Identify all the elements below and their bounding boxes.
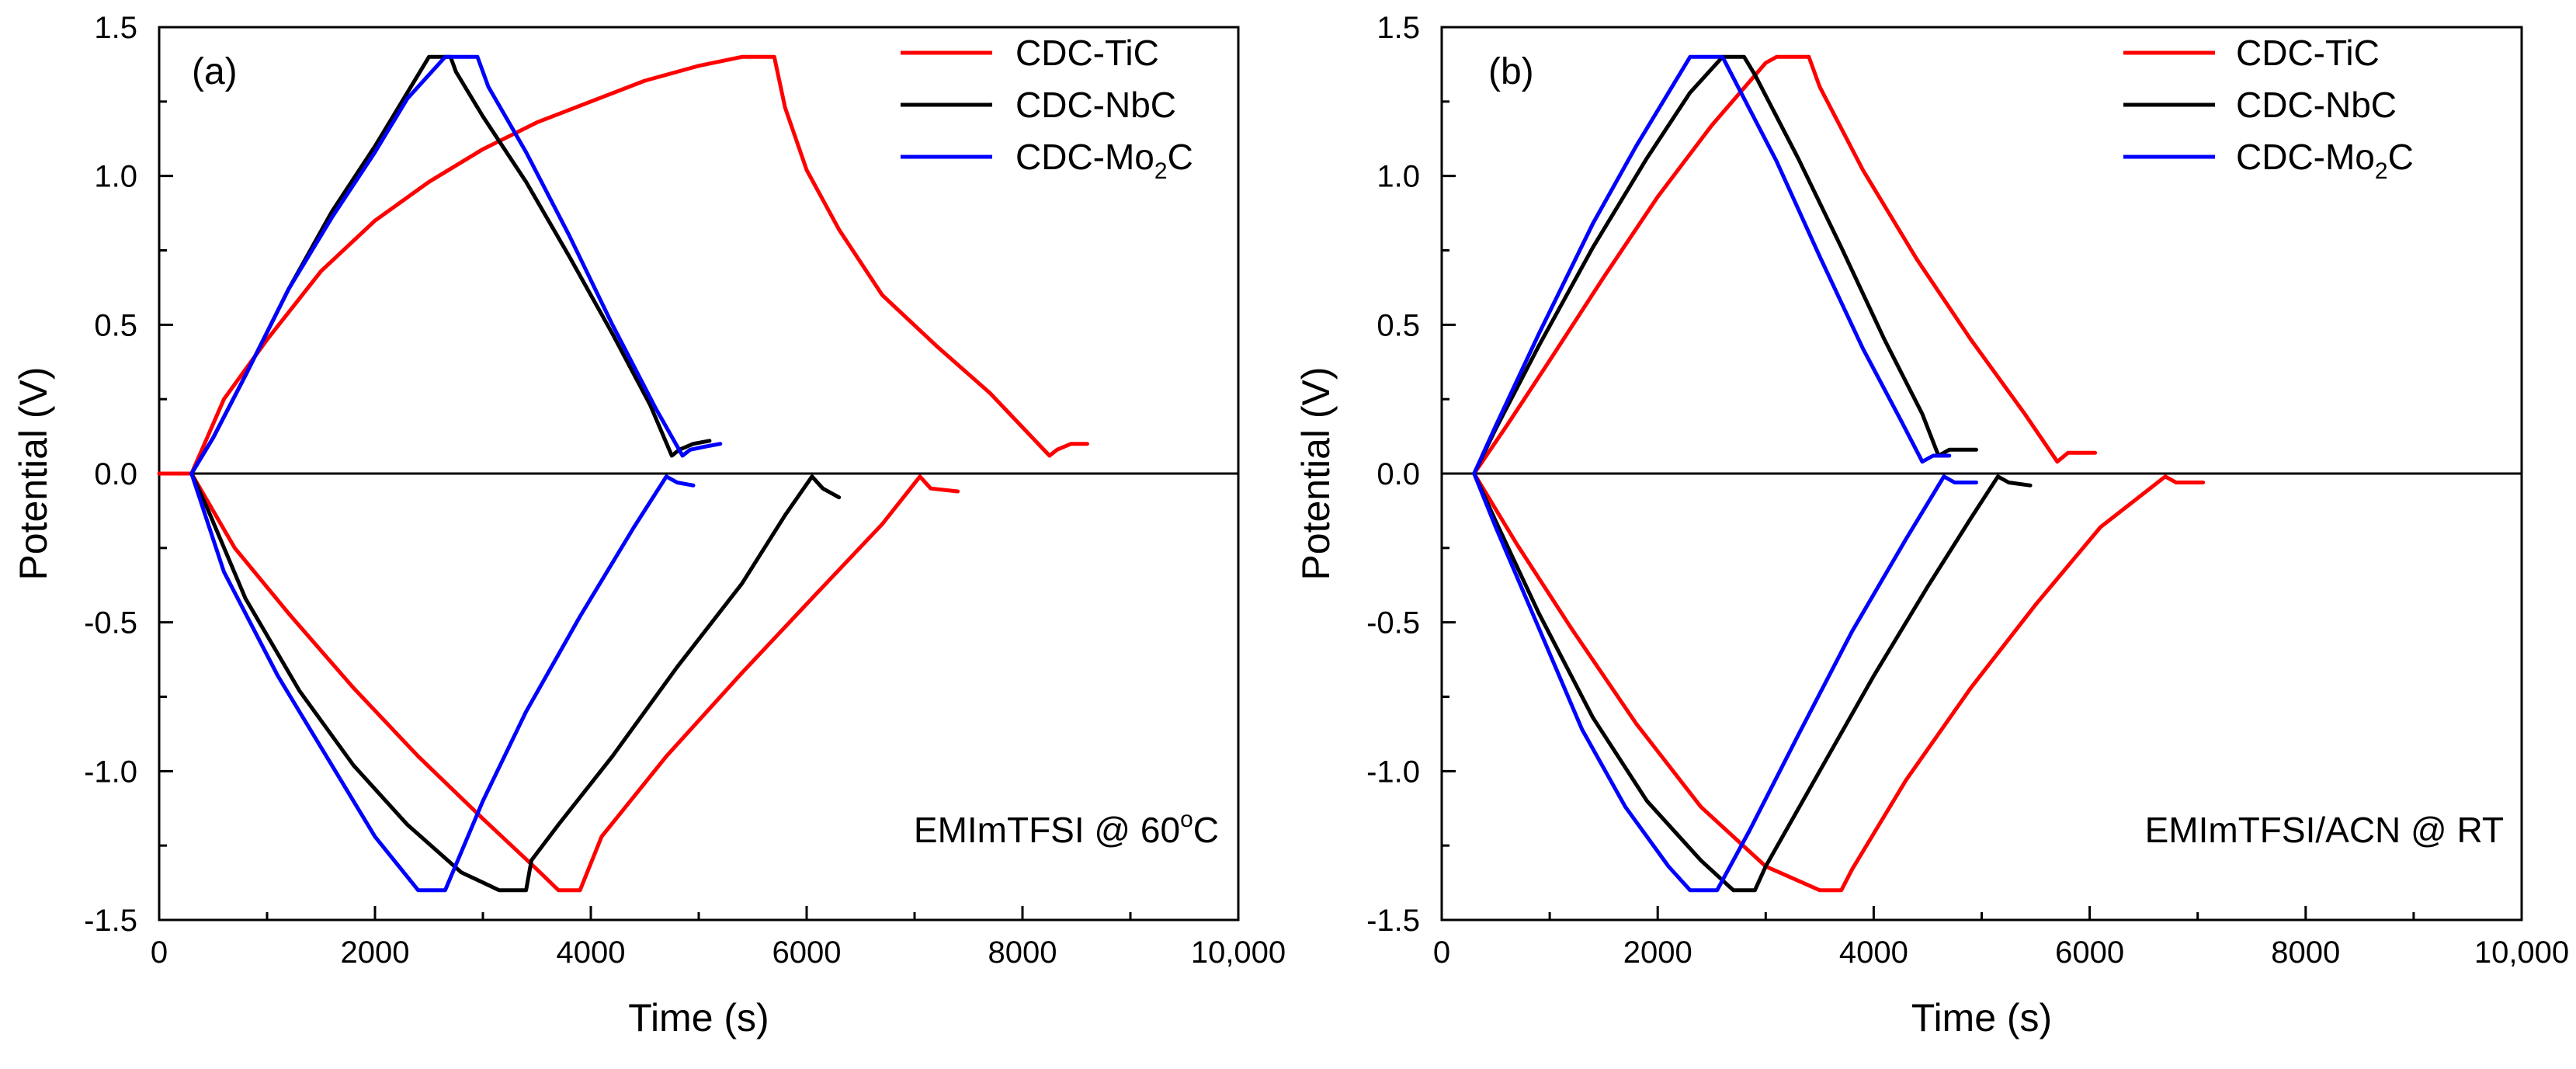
y-tick-label: -1.0 — [1366, 755, 1420, 789]
chart-panel-a: 0 2000 4000 6000 8000 10,000 -1.5 -1.0 -0.5 0.0 0.… — [12, 11, 1286, 1039]
y-tick-label: 0.0 — [1377, 457, 1420, 491]
y-tick-label: 1.5 — [1377, 11, 1420, 45]
legend-subscript: 2 — [1154, 158, 1168, 184]
legend-suffix: C — [1168, 137, 1193, 177]
x-tick-label: 8000 — [988, 935, 1057, 970]
panel-label: (a) — [192, 51, 238, 92]
condition-annotation: EMImTFSI @ 60oC — [914, 807, 1219, 850]
legend-label: CDC-NbC — [2236, 85, 2397, 125]
y-tick-label: -1.5 — [1366, 904, 1420, 938]
legend-label: CDC-NbC — [1015, 85, 1176, 125]
x-axis-title: Time (s) — [628, 996, 769, 1039]
series-line-cdc-tic-negative — [1472, 471, 2206, 893]
series-line-cdc-tic-negative — [189, 471, 960, 893]
y-tick-label: 0.5 — [94, 308, 137, 342]
y-tick-label: -1.5 — [84, 904, 137, 938]
series-line-cdc-nbc-negative — [189, 471, 842, 893]
x-tick-label: 8000 — [2271, 935, 2340, 970]
y-tick-label: 1.0 — [1377, 160, 1420, 194]
y-tick-label: 0.0 — [94, 457, 137, 491]
series-line-cdc-mo2c-negative — [1472, 471, 1978, 893]
y-tick-label: 1.0 — [94, 160, 137, 194]
legend-label: CDC-Mo2C — [1015, 137, 1193, 184]
series-line-cdc-tic-positive — [157, 54, 1089, 476]
legend-label: CDC-TiC — [2236, 33, 2380, 73]
series-line-cdc-nbc-negative — [1472, 471, 2033, 893]
x-tick-label: 10,000 — [2474, 935, 2569, 970]
x-tick-label: 2000 — [1623, 935, 1692, 970]
x-axis-title: Time (s) — [1911, 996, 2052, 1039]
x-tick-label: 6000 — [772, 935, 842, 970]
degree-superscript: o — [1180, 807, 1193, 832]
y-tick-label: -0.5 — [1366, 606, 1420, 640]
legend-label: CDC-TiC — [1015, 33, 1159, 73]
y-axis-title: Potential (V) — [1294, 366, 1338, 580]
x-tick-label: 4000 — [1839, 935, 1908, 970]
x-tick-label: 4000 — [557, 935, 626, 970]
legend-label: CDC-Mo2C — [2236, 137, 2414, 184]
y-axis-title: Potential (V) — [12, 366, 55, 580]
x-tick-label: 6000 — [2055, 935, 2124, 970]
y-tick-label: -0.5 — [84, 606, 137, 640]
legend-suffix: C — [2388, 137, 2414, 177]
y-tick-label: 1.5 — [94, 11, 137, 45]
series-line-cdc-mo2c-negative — [189, 471, 696, 893]
chart-panel-b: 0 2000 4000 6000 8000 10,000 -1.5 -1.0 -0.5 0.0 0.… — [1294, 11, 2569, 1039]
condition-annotation: EMImTFSI/ACN @ RT — [2145, 810, 2504, 850]
legend-subscript: 2 — [2375, 158, 2388, 184]
series-line-cdc-mo2c-positive — [189, 54, 723, 476]
x-tick-label: 10,000 — [1191, 935, 1286, 970]
series-line-cdc-tic-positive — [1472, 54, 2098, 476]
annotation-unit: C — [1193, 810, 1219, 850]
y-tick-label: -1.0 — [84, 755, 137, 789]
series-line-cdc-nbc-positive — [1472, 54, 1978, 476]
x-tick-label: 0 — [151, 935, 168, 970]
x-tick-label: 2000 — [341, 935, 410, 970]
x-tick-label: 0 — [1433, 935, 1450, 970]
series-line-cdc-mo2c-positive — [1472, 54, 1952, 476]
panel-label: (b) — [1488, 51, 1534, 92]
series-line-cdc-nbc-positive — [189, 54, 712, 476]
y-tick-label: 0.5 — [1377, 308, 1420, 342]
